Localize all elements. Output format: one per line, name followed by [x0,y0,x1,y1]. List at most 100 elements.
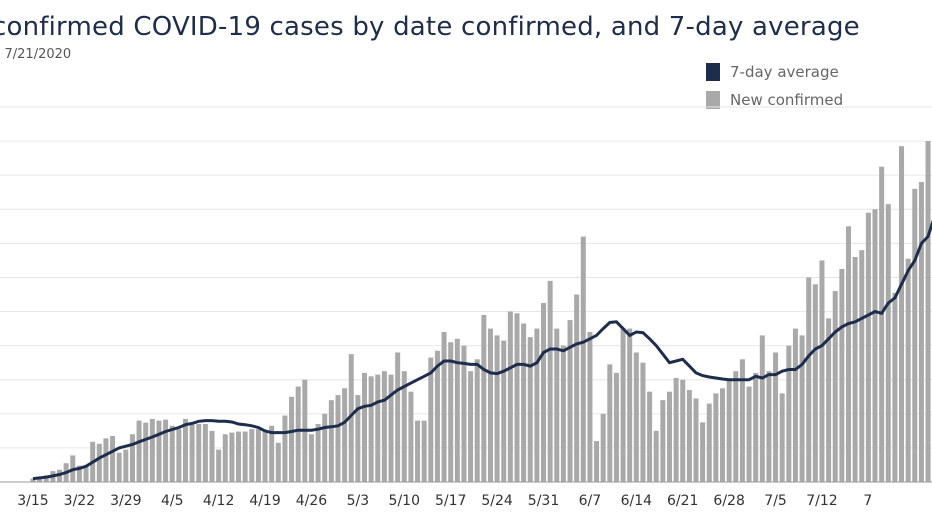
bar[interactable] [726,379,732,482]
bar[interactable] [487,328,493,482]
bar[interactable] [832,291,838,482]
bar[interactable] [666,391,672,482]
bar[interactable] [196,424,202,482]
bar[interactable] [839,268,845,482]
bar[interactable] [415,420,421,482]
bar[interactable] [116,452,122,482]
bar[interactable] [421,420,427,482]
bar[interactable] [388,374,394,482]
bar[interactable] [461,345,467,482]
bar[interactable] [110,435,116,482]
bar[interactable] [647,391,653,482]
legend-item-new-confirmed[interactable]: New confirmed [706,86,843,114]
bar[interactable] [189,424,195,482]
bar[interactable] [746,386,752,482]
bar[interactable] [541,303,547,482]
bar[interactable] [209,430,215,482]
bar[interactable] [580,236,586,482]
bar[interactable] [534,328,540,482]
bar[interactable] [275,442,281,482]
bar[interactable] [282,415,288,482]
bar[interactable] [680,379,686,482]
bar[interactable] [468,371,474,482]
bar[interactable] [633,352,639,482]
bar[interactable] [845,226,851,482]
bar[interactable] [706,403,712,482]
bar[interactable] [143,422,149,482]
bar[interactable] [653,430,659,482]
bar[interactable] [527,337,533,482]
bar[interactable] [620,328,626,482]
bar[interactable] [96,443,102,482]
bar[interactable] [262,430,268,482]
bar[interactable] [753,372,759,482]
bar[interactable] [773,352,779,482]
bar[interactable] [176,429,182,482]
bar[interactable] [289,396,295,482]
bar[interactable] [918,182,924,482]
bar[interactable] [182,418,188,482]
bar[interactable] [879,166,885,482]
bar[interactable] [315,424,321,482]
bar[interactable] [594,441,600,482]
bar[interactable] [673,378,679,482]
bar[interactable] [660,400,666,482]
bar[interactable] [83,464,89,482]
bar[interactable] [342,388,348,482]
bar[interactable] [401,371,407,482]
bar[interactable] [560,345,566,482]
bar[interactable] [547,280,553,482]
bar[interactable] [216,449,222,482]
bar[interactable] [149,418,155,482]
bar[interactable] [375,374,381,482]
bar[interactable] [501,340,507,482]
bar[interactable] [355,395,361,482]
bar[interactable] [859,250,865,482]
bar[interactable] [899,146,905,483]
bar[interactable] [925,141,931,482]
bar[interactable] [733,371,739,482]
bar[interactable] [872,209,878,483]
bar[interactable] [481,314,487,482]
bar[interactable] [169,425,175,482]
bar[interactable] [163,419,169,482]
bar[interactable] [395,352,401,482]
bar[interactable] [381,371,387,482]
bar[interactable] [408,391,414,482]
legend-item-average[interactable]: 7-day average [706,58,843,86]
bar[interactable] [686,389,692,482]
bar[interactable] [739,359,745,482]
bar[interactable] [362,372,367,482]
bar[interactable] [521,323,527,482]
bar[interactable] [202,424,208,482]
bar[interactable] [812,284,818,482]
bar[interactable] [441,332,447,482]
bar[interactable] [348,354,354,482]
bar[interactable] [607,364,613,482]
bar[interactable] [229,432,235,482]
bar[interactable] [852,257,858,482]
bar[interactable] [892,292,898,482]
bar[interactable] [123,449,129,482]
bar[interactable] [613,372,619,482]
bar[interactable] [269,425,275,482]
bar[interactable] [600,413,606,482]
bar[interactable] [786,345,792,482]
bar[interactable] [136,420,142,482]
bar[interactable] [328,400,334,482]
bar[interactable] [574,294,580,483]
bar[interactable] [249,429,255,482]
bar[interactable] [494,335,500,482]
bar[interactable] [627,328,633,482]
bar[interactable] [368,376,374,482]
bar[interactable] [37,477,43,482]
bar[interactable] [474,359,480,482]
bar[interactable] [129,434,135,482]
bar[interactable] [779,393,785,482]
bar[interactable] [30,478,36,482]
bar[interactable] [720,388,726,482]
bar[interactable] [322,413,328,482]
bar[interactable] [454,338,460,482]
bar[interactable] [826,318,832,482]
bar[interactable] [759,335,765,482]
